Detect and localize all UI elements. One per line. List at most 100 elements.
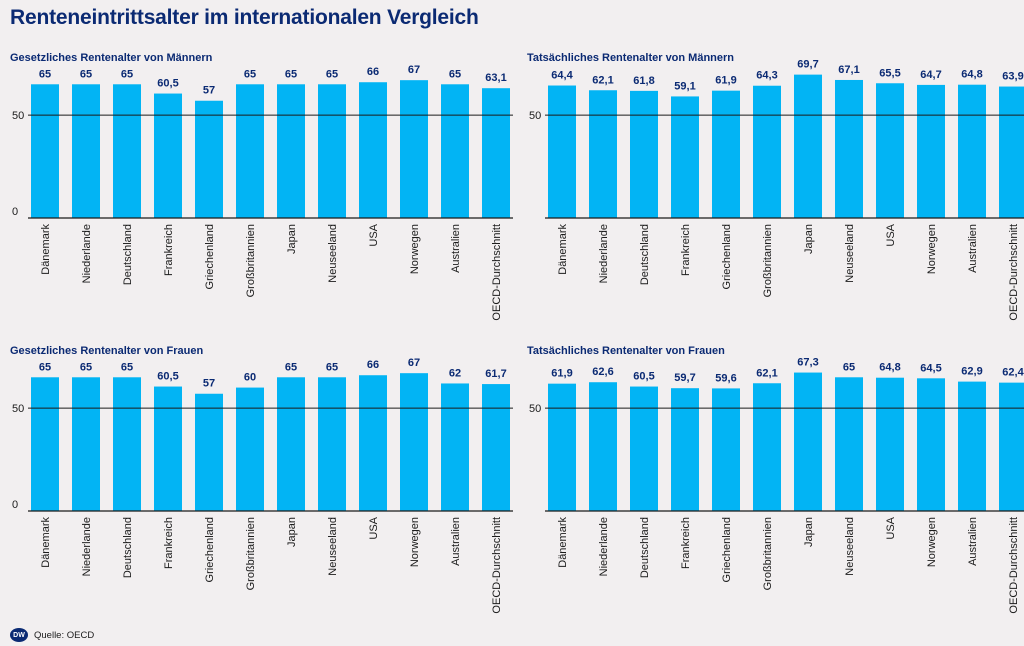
category-label: OECD-Durchschnitt [1008,517,1020,614]
bar [589,90,617,218]
bar [236,84,264,219]
category-label: Griechenland [721,517,733,582]
bar [72,84,100,219]
data-label: 63,1 [485,72,506,84]
category-label: USA [368,223,380,246]
bar [277,377,305,511]
data-label: 62,6 [592,366,613,378]
data-label: 65 [39,361,51,373]
bar [835,377,863,511]
bar [236,387,264,511]
category-label: Australien [967,224,979,273]
bar [671,96,699,218]
chart-panel-women-statutory: Gesetzliches Rentenalter von Frauen 0 50 6… [10,345,515,635]
chart-svg: 0 50 65 Dänemark 65 Niederlande 65 Deutschland 6… [12,357,513,614]
y-tick-label: 0 [12,499,18,511]
bar [548,85,576,218]
data-label: 61,8 [633,75,654,87]
category-label: Dänemark [40,517,52,568]
bar [72,377,100,511]
bar [794,74,822,218]
data-label: 65,5 [879,67,900,79]
bar [712,90,740,218]
data-label: 64,4 [551,70,573,82]
category-label: Neuseeland [327,517,339,576]
bar [318,377,346,511]
data-label: 65 [326,361,338,373]
y-tick-label: 50 [12,110,24,122]
bar [400,80,428,218]
bar [441,383,469,511]
data-label: 65 [285,68,297,80]
category-label: Australien [450,224,462,273]
category-label: Griechenland [204,224,216,289]
data-label: 62,1 [592,74,613,86]
category-label: Großbritannien [245,517,257,590]
data-label: 64,8 [961,69,982,81]
bar [113,84,141,219]
category-label: Großbritannien [762,517,774,590]
category-label: USA [885,223,897,246]
bar [794,372,822,511]
bar [917,84,945,218]
data-label: 64,7 [920,69,941,81]
y-tick-label: 50 [12,403,24,415]
category-label: Norwegen [409,517,421,567]
category-label: Japan [286,224,298,254]
category-label: Australien [450,517,462,566]
bar [958,381,986,511]
data-label: 61,9 [551,368,572,380]
bar [630,386,658,511]
bar [671,388,699,511]
bar [195,393,223,511]
bar [917,378,945,511]
category-label: Niederlande [598,224,610,283]
category-label: Japan [286,517,298,547]
category-label: Norwegen [409,224,421,274]
data-label: 65 [80,361,92,373]
bar [589,382,617,511]
chart-title: Tatsächliches Rentenalter von Frauen [527,345,725,357]
data-label: 69,7 [797,59,818,71]
category-label: Neuseeland [844,224,856,283]
chart-panel-women-actual: Tatsächliches Rentenalter von Frauen 50 6… [527,345,1024,635]
category-label: Norwegen [926,517,938,567]
data-label: 67 [408,357,420,369]
data-label: 66 [367,359,379,371]
bar [154,386,182,511]
category-label: OECD-Durchschnitt [1008,224,1020,321]
y-tick-label: 0 [12,206,18,218]
category-label: Deutschland [639,224,651,285]
category-label: Neuseeland [844,517,856,576]
category-label: Frankreich [163,517,175,569]
chart-title: Tatsächliches Rentenalter von Männern [527,52,735,64]
bar [154,93,182,218]
category-label: Großbritannien [245,224,257,297]
data-label: 57 [203,378,215,390]
data-label: 67 [408,64,420,76]
bar [630,90,658,218]
data-label: 64,8 [879,362,900,374]
category-label: Dänemark [557,517,569,568]
data-label: 60,5 [157,78,178,90]
data-label: 60,5 [633,371,654,383]
data-label: 59,6 [715,372,736,384]
category-label: Japan [803,517,815,547]
chart-panel-men-statutory: Gesetzliches Rentenalter von Männern 0 50… [10,52,515,342]
bar [277,84,305,219]
category-label: Griechenland [721,224,733,289]
category-label: Deutschland [122,224,134,285]
bar [359,82,387,218]
category-label: Deutschland [639,517,651,578]
data-label: 65 [326,68,338,80]
data-label: 64,3 [756,70,777,82]
data-label: 60,5 [157,371,178,383]
data-label: 57 [203,85,215,97]
category-label: Niederlande [81,517,93,576]
data-label: 65 [80,68,92,80]
data-label: 62 [449,367,461,379]
category-label: Griechenland [204,517,216,582]
footer: DW Quelle: OECD [10,628,94,642]
data-label: 59,7 [674,372,695,384]
category-label: OECD-Durchschnitt [491,517,503,614]
